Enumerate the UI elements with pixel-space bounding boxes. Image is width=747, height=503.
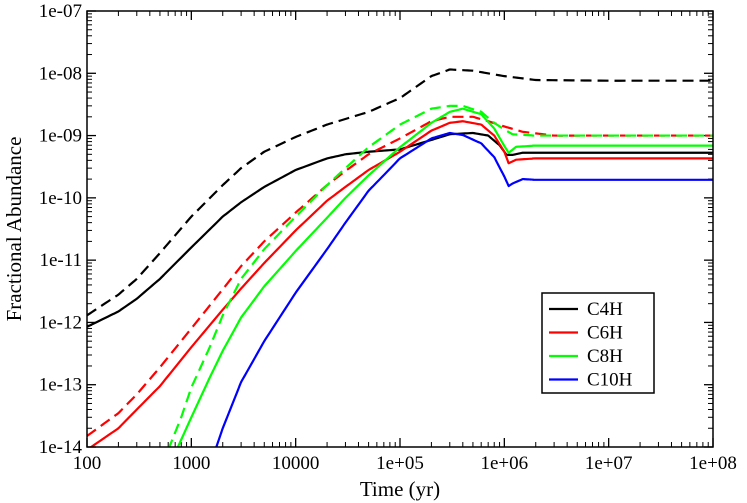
x-tick-label: 10000: [272, 453, 320, 474]
y-tick-label: 1e-10: [39, 188, 82, 209]
ticks-layer: [86, 10, 714, 448]
series-line-c8h: [176, 107, 713, 447]
legend-label-c4h: C4H: [587, 299, 623, 320]
x-tick-label: 100: [73, 453, 102, 474]
x-tick-label: 1000: [172, 453, 210, 474]
y-tick-label: 1e-13: [39, 375, 82, 396]
x-tick-label: 1e+07: [585, 453, 633, 474]
legend-label-c8h: C8H: [587, 346, 623, 367]
series-line-c6h: [89, 120, 713, 447]
x-tick-label: 1e+05: [376, 453, 424, 474]
y-tick-label: 1e-14: [39, 437, 83, 458]
y-axis-title: Fractional Abundance: [2, 137, 26, 322]
y-tick-label: 1e-09: [39, 126, 82, 147]
series-line-c8h-dashed: [168, 104, 713, 447]
series-layer: [87, 68, 713, 447]
x-tick-label: 1e+08: [689, 453, 737, 474]
series-line-c4h-dashed: [87, 68, 713, 317]
y-tick-label: 1e-12: [39, 312, 82, 333]
y-tick-label: 1e-08: [39, 63, 82, 84]
x-tick-label: 1e+06: [481, 453, 529, 474]
y-tick-label: 1e-11: [39, 250, 82, 271]
y-tick-label: 1e-07: [39, 1, 82, 22]
legend-label-c10h: C10H: [587, 370, 633, 391]
x-axis-title: Time (yr): [360, 477, 440, 501]
labels-layer: 100 1000 10000 1e+05 1e+06 1e+07 1e+08 1e-14 1e-…: [39, 1, 737, 474]
plot-frame: [86, 10, 714, 448]
series-line-c10h: [215, 131, 713, 447]
legend-label-c6h: C6H: [587, 323, 623, 344]
series-line-c4h: [87, 131, 713, 328]
